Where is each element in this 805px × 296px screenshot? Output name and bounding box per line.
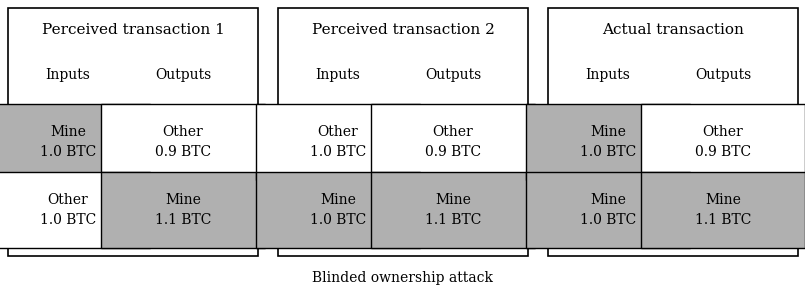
Text: Other
0.9 BTC: Other 0.9 BTC [425,125,481,159]
Bar [371,104,535,180]
Bar [256,172,420,248]
Text: Other
1.0 BTC: Other 1.0 BTC [310,125,366,159]
Text: Inputs: Inputs [585,68,630,82]
Text: Mine
1.1 BTC: Mine 1.1 BTC [695,193,751,227]
Bar [641,104,805,180]
Bar [641,172,805,248]
Text: Mine
1.0 BTC: Mine 1.0 BTC [40,125,96,159]
Text: Mine
1.0 BTC: Mine 1.0 BTC [310,193,366,227]
Bar [101,172,265,248]
Text: Other
0.9 BTC: Other 0.9 BTC [155,125,211,159]
Text: Inputs: Inputs [46,68,90,82]
Text: Mine
1.1 BTC: Mine 1.1 BTC [155,193,211,227]
Text: Mine
1.0 BTC: Mine 1.0 BTC [580,125,636,159]
Text: Mine
1.0 BTC: Mine 1.0 BTC [580,193,636,227]
Text: Actual transaction: Actual transaction [602,23,744,37]
Bar [256,104,420,180]
Text: Blinded ownership attack: Blinded ownership attack [312,271,493,285]
Text: Perceived transaction 1: Perceived transaction 1 [42,23,225,37]
Bar [8,8,258,256]
Text: Outputs: Outputs [155,68,211,82]
Text: Other
0.9 BTC: Other 0.9 BTC [695,125,751,159]
Text: Outputs: Outputs [425,68,481,82]
Text: Perceived transaction 2: Perceived transaction 2 [312,23,494,37]
Bar [526,172,690,248]
Bar [526,104,690,180]
Bar [371,172,535,248]
Bar [101,104,265,180]
Text: Mine
1.1 BTC: Mine 1.1 BTC [425,193,481,227]
Text: Other
1.0 BTC: Other 1.0 BTC [40,193,96,227]
Bar [548,8,798,256]
Bar [278,8,528,256]
Text: Outputs: Outputs [695,68,751,82]
Bar [0,172,150,248]
Text: Inputs: Inputs [316,68,361,82]
Bar [0,104,150,180]
